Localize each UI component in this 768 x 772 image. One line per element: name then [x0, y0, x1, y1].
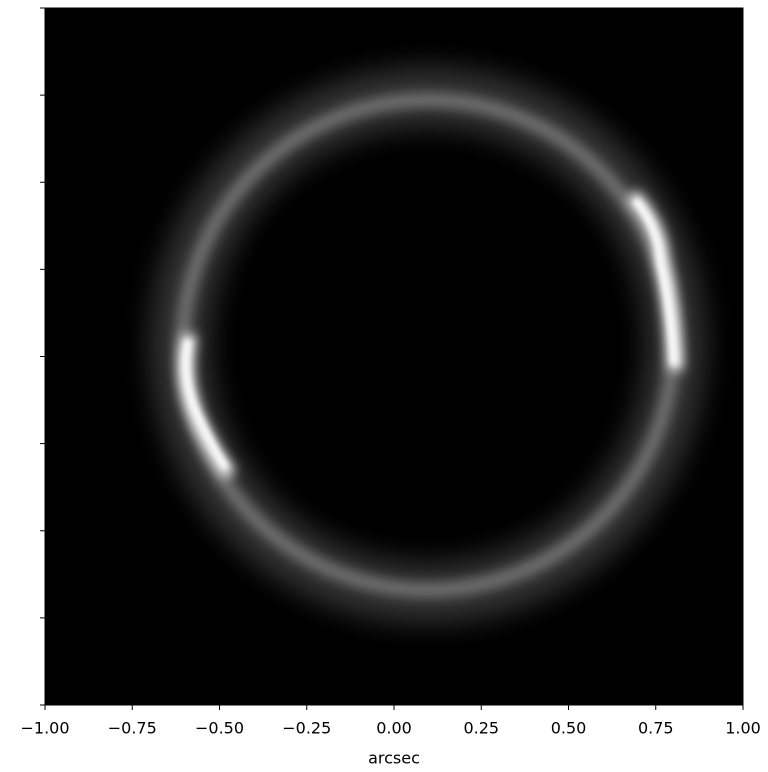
x-tick-label: 1.00	[725, 719, 761, 738]
x-tick-label: −0.75	[108, 719, 157, 738]
x-tick-label: −1.00	[20, 719, 69, 738]
x-tick-label: 0.00	[376, 719, 412, 738]
x-axis-label: arcsec	[368, 749, 420, 768]
x-tick-label: 0.25	[463, 719, 499, 738]
x-tick-label: −0.50	[195, 719, 244, 738]
chart: arcsec −1.00 −0.75 −0.50 −0.25 0.00 0.25 0.50 0…	[0, 0, 768, 772]
x-tick-label: 0.50	[551, 719, 587, 738]
x-tick-label: 0.75	[638, 719, 674, 738]
x-tick-label: −0.25	[282, 719, 331, 738]
image	[45, 8, 743, 705]
